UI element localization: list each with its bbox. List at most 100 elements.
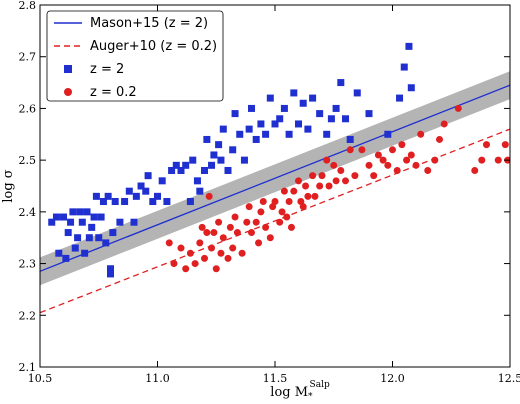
data-point-z02-circle <box>217 249 225 257</box>
data-point-z2-square <box>83 208 91 216</box>
data-point-z2-square <box>116 218 124 226</box>
data-point-z2-square <box>407 84 415 92</box>
data-point-z2-square <box>64 229 72 237</box>
data-point-z02-circle <box>318 172 326 180</box>
data-point-z2-square <box>62 254 70 262</box>
data-point-z02-circle <box>271 198 279 206</box>
data-point-z2-square <box>299 99 307 107</box>
y-tick-label: 2.5 <box>19 154 37 167</box>
data-point-z02-circle <box>374 151 382 159</box>
data-point-z2-square <box>92 192 100 200</box>
data-point-z2-square <box>280 104 288 112</box>
data-point-z02-circle <box>182 265 190 273</box>
data-point-z2-square <box>346 135 354 143</box>
data-point-z2-square <box>158 177 166 185</box>
data-point-z02-circle <box>302 182 310 190</box>
data-point-z2-square <box>252 135 260 143</box>
data-point-z02-circle <box>285 198 293 206</box>
data-point-z02-circle <box>186 249 194 257</box>
x-axis-label: log M* Salp <box>270 380 330 402</box>
data-point-z02-circle <box>351 172 359 180</box>
data-point-z2-square <box>104 192 112 200</box>
data-point-z2-square <box>88 223 96 231</box>
data-point-z02-circle <box>212 265 220 273</box>
data-point-z2-square <box>396 94 404 102</box>
data-point-z2-square <box>384 130 392 138</box>
data-point-z2-square <box>163 198 171 206</box>
data-point-z2-square <box>60 213 67 221</box>
data-point-z02-circle <box>494 156 502 164</box>
y-tick-label: 2.1 <box>19 361 37 374</box>
data-point-z02-circle <box>393 166 401 174</box>
auger-fit-line <box>40 128 510 314</box>
x-tick-label: 11.5 <box>263 372 288 385</box>
data-point-z2-square <box>203 135 211 143</box>
data-point-z02-circle <box>226 223 234 231</box>
data-point-z02-circle <box>196 239 204 247</box>
legend-mason-label: Mason+15 (z = 2) <box>90 16 208 31</box>
data-point-z2-square <box>224 166 232 174</box>
data-point-z02-circle <box>398 141 406 149</box>
data-point-z02-circle <box>219 234 227 242</box>
data-point-z2-square <box>48 218 56 226</box>
data-point-z02-circle <box>389 146 396 154</box>
mason-fit-line <box>40 84 510 272</box>
data-point-z2-square <box>219 125 227 133</box>
data-point-z02-circle <box>287 223 295 231</box>
data-point-z02-circle <box>191 260 199 268</box>
axis-ticks: 10.5 11.0 11.5 12.0 12.5 2.1 2.2 2.3 2.4 2.5 2.6 2.… <box>19 0 520 385</box>
data-point-z02-circle <box>290 187 298 195</box>
data-point-z2-square <box>74 234 82 242</box>
y-axis-label-text: log σ <box>1 169 16 202</box>
data-point-z02-circle <box>342 177 349 185</box>
x-axis-label-sup: Salp <box>310 380 330 390</box>
data-point-z2-square <box>132 192 140 200</box>
data-point-z2-square <box>276 115 284 123</box>
legend-z02-circle-icon <box>64 88 72 96</box>
data-point-z02-circle <box>299 203 307 211</box>
data-point-z02-circle <box>403 156 411 164</box>
data-point-z02-circle <box>325 182 333 190</box>
y-tick-label: 2.8 <box>19 0 37 12</box>
data-point-z02-circle <box>276 218 284 226</box>
x-axis-label-main: log M <box>270 385 308 400</box>
data-point-z2-square <box>231 110 239 118</box>
legend-box <box>46 10 224 102</box>
data-point-z02-circle <box>424 166 432 174</box>
x-axis-label-sub: * <box>308 392 313 402</box>
data-point-z02-circle <box>203 229 211 237</box>
data-point-z02-circle <box>205 192 213 200</box>
data-point-z02-circle <box>177 244 185 252</box>
data-point-z2-square <box>95 234 103 242</box>
x-tick-label: 12.5 <box>498 372 520 385</box>
data-point-z02-circle <box>346 146 354 154</box>
data-point-z2-square <box>97 213 105 221</box>
data-point-z02-circle <box>165 239 173 247</box>
data-point-z2-square <box>215 141 223 149</box>
data-point-z2-square <box>290 89 298 97</box>
data-point-z02-circle <box>248 229 255 237</box>
data-point-z02-circle <box>384 161 392 169</box>
data-point-z02-circle <box>224 254 232 262</box>
data-point-z2-square <box>125 187 133 195</box>
data-point-z2-square <box>316 110 324 118</box>
data-point-z02-circle <box>262 223 270 231</box>
data-point-z02-circle <box>278 208 286 216</box>
data-point-z02-circle <box>283 213 291 221</box>
data-point-z2-square <box>342 115 349 123</box>
y-tick-label: 2.2 <box>19 309 37 322</box>
data-point-z02-circle <box>309 172 317 180</box>
data-point-z2-square <box>76 208 84 216</box>
data-point-z02-circle <box>208 244 216 252</box>
data-point-z2-square <box>304 125 312 133</box>
data-point-z2-square <box>177 166 185 174</box>
data-point-z2-square <box>327 115 335 123</box>
data-point-z02-circle <box>471 166 479 174</box>
data-point-z2-square <box>102 239 110 247</box>
x-tick-label: 12.0 <box>380 372 405 385</box>
data-point-z02-circle <box>170 260 178 268</box>
legend: Mason+15 (z = 2) Auger+10 (z = 0.2) z = … <box>46 10 224 102</box>
data-point-z2-square <box>142 187 150 195</box>
data-point-z02-circle <box>245 203 253 211</box>
